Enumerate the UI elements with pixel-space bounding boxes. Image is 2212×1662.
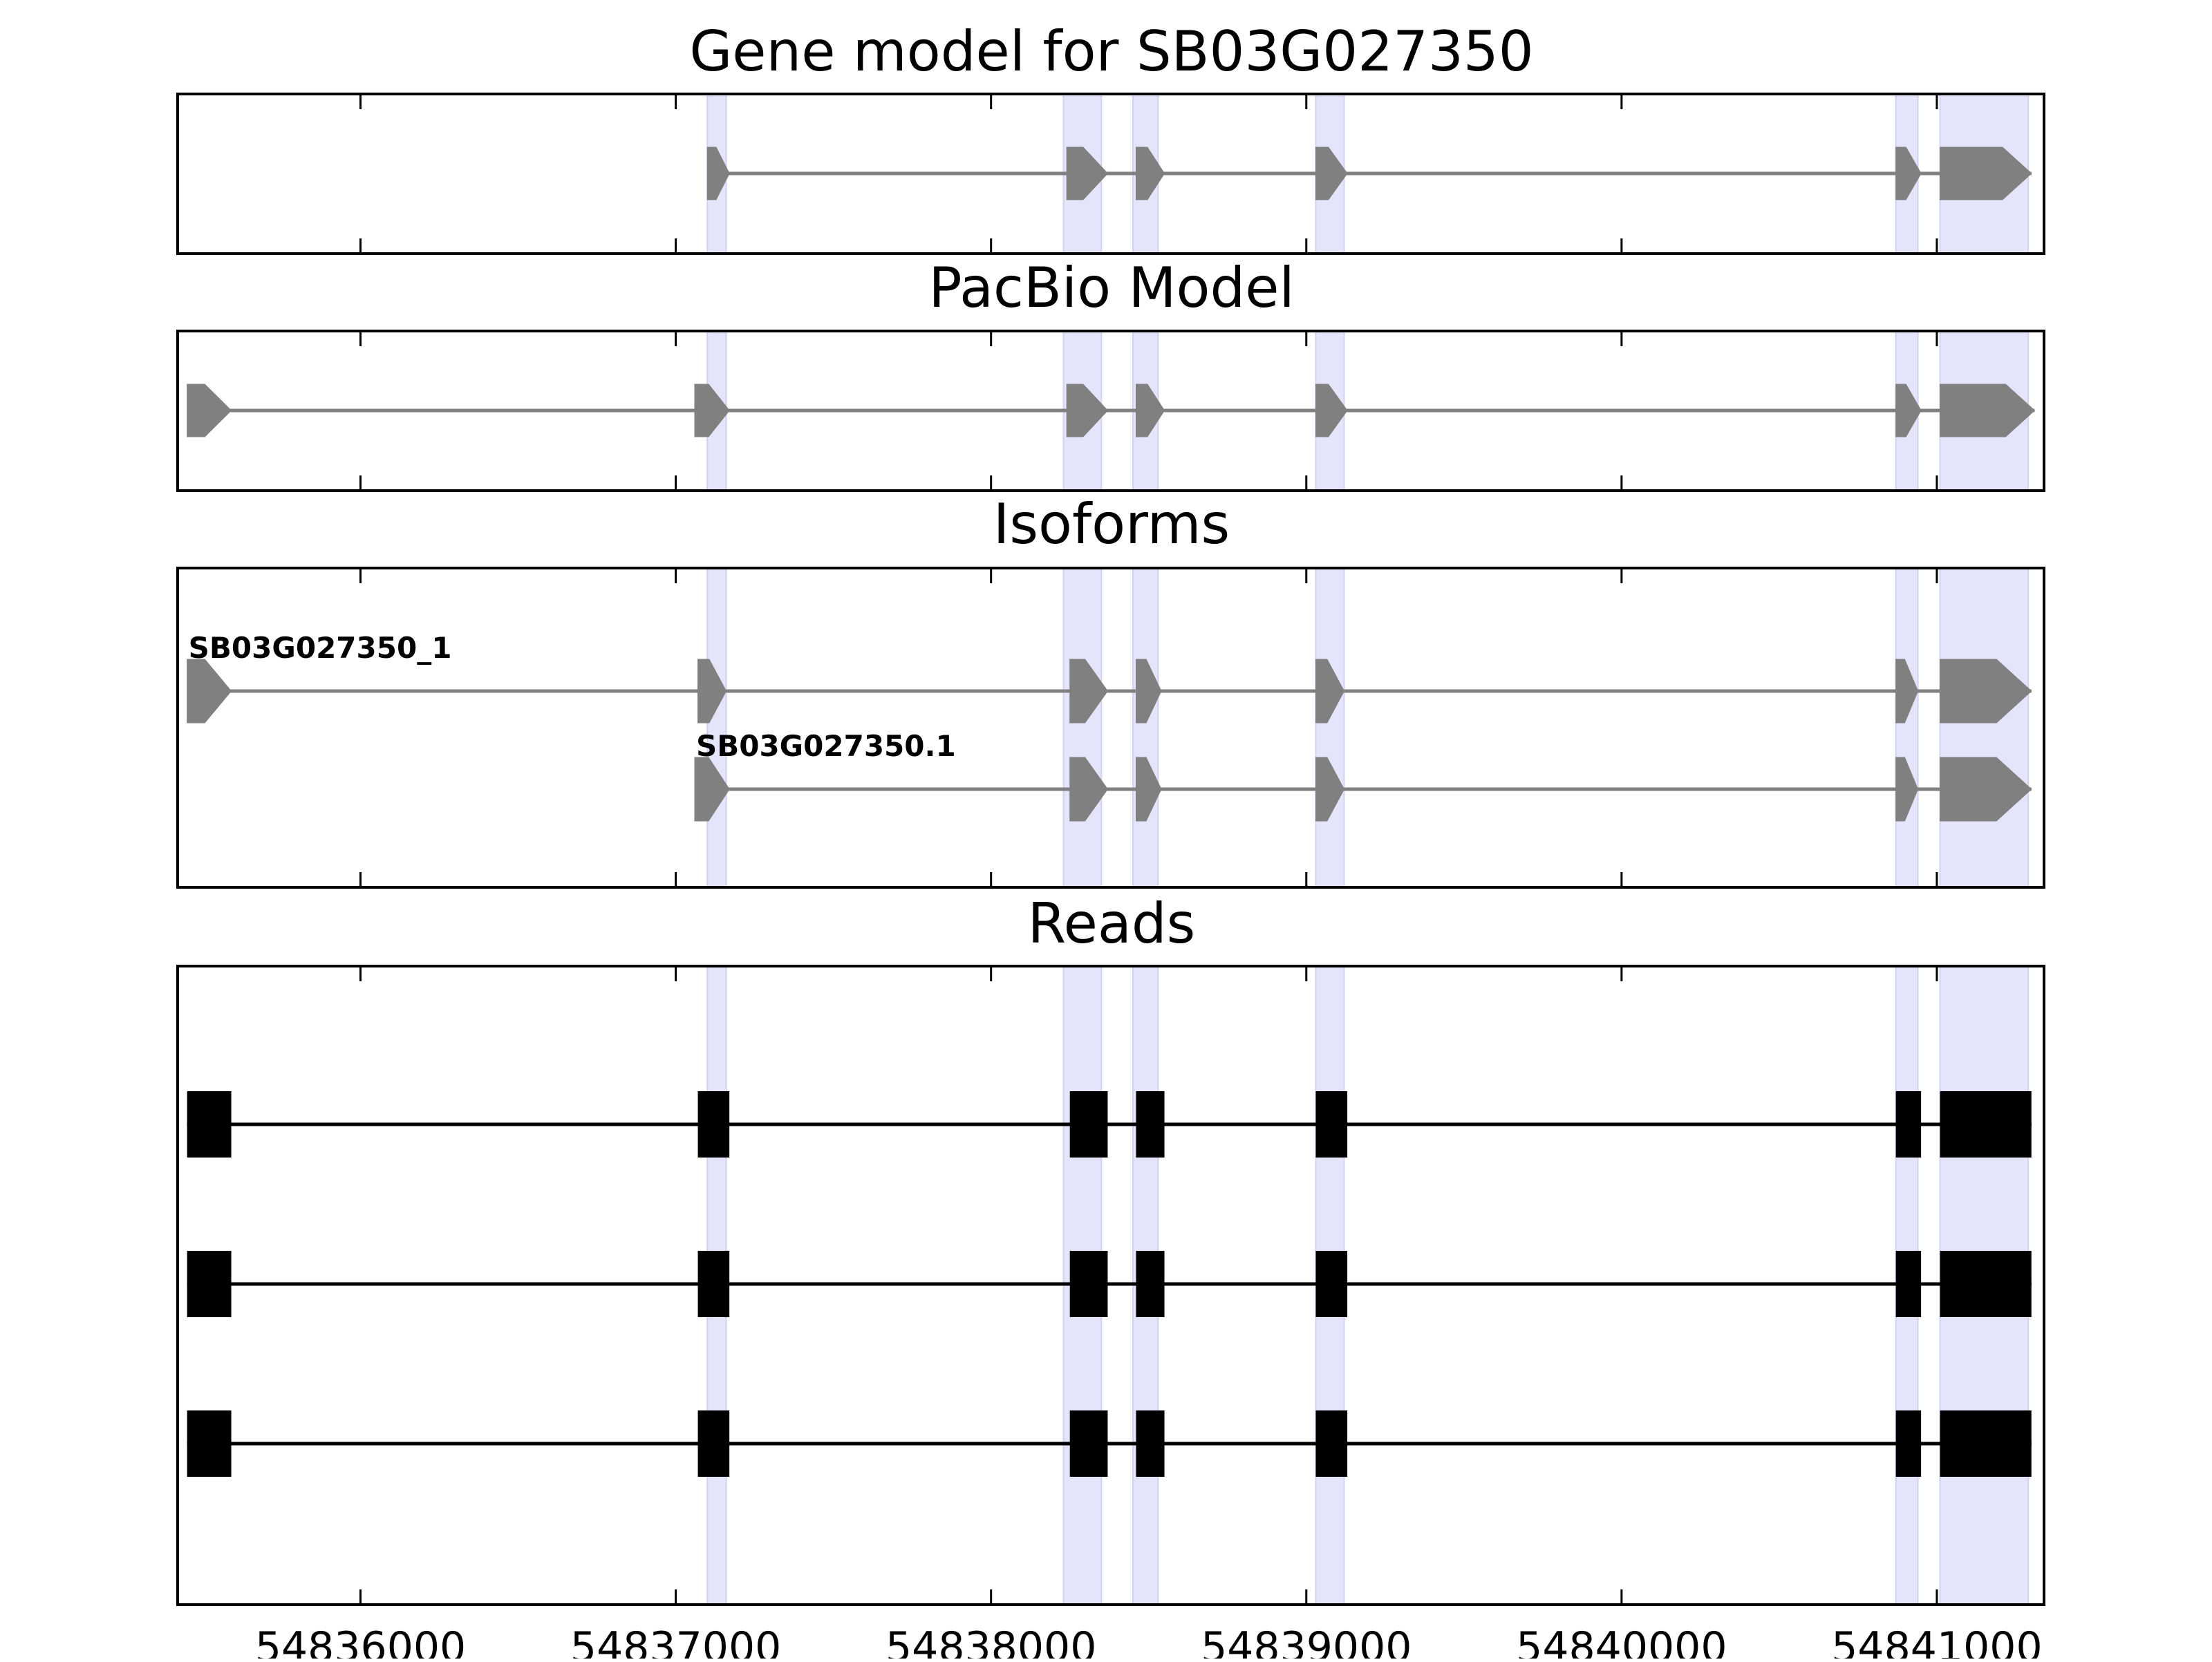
read-exon — [1895, 1251, 1922, 1317]
isoforms-highlight-region — [1062, 567, 1103, 888]
read-exon — [187, 1251, 232, 1317]
read-exon — [1940, 1251, 2032, 1317]
pacbio-model-panel — [176, 330, 2045, 492]
read-exon — [1940, 1410, 2032, 1477]
isoforms-highlight-region — [1939, 567, 2030, 888]
isoform-exon — [187, 659, 232, 724]
gene-model-exon — [1135, 147, 1165, 200]
read-exon — [1136, 1410, 1165, 1477]
gene-model-axes-frame — [176, 93, 2045, 255]
gene-model-exon — [706, 147, 730, 200]
isoform-exon — [1895, 659, 1919, 724]
read-exon — [1895, 1091, 1922, 1158]
gene-model-exon — [1066, 147, 1109, 200]
isoforms-panel: SB03G027350_1 SB03G027350.1 — [176, 567, 2045, 889]
pacbio-model-exon — [1135, 384, 1165, 437]
isoform-exon — [1135, 757, 1162, 822]
gene-model-title: Gene model for SB03G027350 — [689, 19, 1533, 84]
pacbio-model-exon — [1066, 384, 1109, 437]
isoform-exon — [1069, 659, 1109, 724]
isoform-exon — [1069, 757, 1109, 822]
pacbio-model-exon — [187, 384, 232, 437]
pacbio-model-title: PacBio Model — [928, 256, 1294, 320]
read-exon — [1069, 1410, 1108, 1477]
isoforms-axes-frame — [176, 567, 2045, 889]
isoform-exon — [697, 659, 727, 724]
reads-panel: 54836000 54837000 54838000 54839000 54840000… — [176, 965, 2045, 1662]
x-tick-label: 54841000 — [1831, 1623, 2042, 1659]
read-exon — [1895, 1410, 1922, 1477]
pacbio-model-exon — [694, 384, 730, 437]
isoforms-highlight-region — [1132, 567, 1159, 888]
x-tick-label: 54838000 — [885, 1623, 1096, 1659]
isoform-exon — [1315, 757, 1345, 822]
isoform-label: SB03G027350.1 — [696, 729, 956, 763]
pacbio-model-axes-frame — [176, 330, 2045, 492]
gene-model-exon — [1895, 147, 1922, 200]
gene-model-exon — [1939, 147, 2032, 200]
reads-title: Reads — [1028, 891, 1196, 956]
x-tick-label: 54840000 — [1516, 1623, 1727, 1659]
x-tick-label: 54837000 — [570, 1623, 781, 1659]
read-exon — [1940, 1091, 2032, 1158]
read-exon — [697, 1410, 730, 1477]
pacbio-model-exon — [1315, 384, 1348, 437]
pacbio-model-exon — [1895, 384, 1922, 437]
read-exon — [1136, 1251, 1165, 1317]
read-exon — [697, 1251, 730, 1317]
read-exon — [1315, 1251, 1348, 1317]
x-tick-label: 54836000 — [255, 1623, 466, 1659]
read-exon — [1069, 1091, 1108, 1158]
isoforms-highlight-region — [1315, 567, 1345, 888]
read-exon — [187, 1410, 232, 1477]
read-exon — [187, 1091, 232, 1158]
reads-axes-frame — [176, 965, 2045, 1606]
read-exon — [1069, 1251, 1108, 1317]
isoform-exon — [1315, 659, 1345, 724]
isoform-exon — [1939, 757, 2032, 822]
isoform-label: SB03G027350_1 — [189, 631, 452, 665]
read-exon — [1136, 1091, 1165, 1158]
pacbio-model-exon — [1939, 384, 2036, 437]
isoform-exon — [694, 757, 730, 822]
isoform-exon — [1135, 659, 1162, 724]
read-exon — [697, 1091, 730, 1158]
isoform-exon — [1939, 659, 2032, 724]
read-exon — [1315, 1091, 1348, 1158]
x-tick-label: 54839000 — [1201, 1623, 1412, 1659]
isoform-exon — [1895, 757, 1919, 822]
isoforms-highlight-region — [706, 567, 727, 888]
read-exon — [1315, 1410, 1348, 1477]
gene-model-exon — [1315, 147, 1348, 200]
gene-model-panel — [176, 93, 2045, 255]
isoforms-title: Isoforms — [993, 492, 1230, 556]
isoforms-highlight-region — [1895, 567, 1919, 888]
